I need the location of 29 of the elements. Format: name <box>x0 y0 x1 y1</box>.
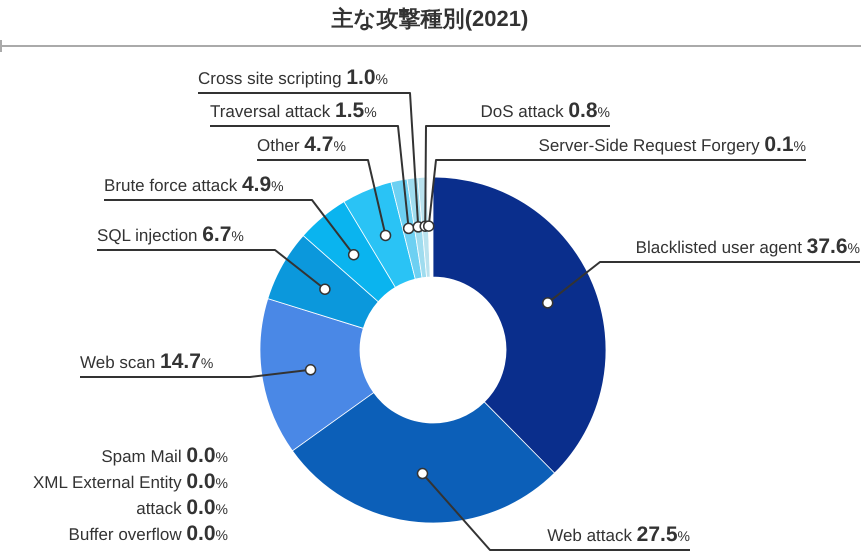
data-label: 4.9% <box>242 173 284 196</box>
text: 0.0% <box>186 470 228 493</box>
category-label: Spam Mail <box>101 447 182 466</box>
chart-title: 主な攻撃種別(2021) <box>330 6 528 31</box>
category-label: XML External Entity <box>32 473 182 492</box>
data-label: 4.7% <box>304 133 346 156</box>
data-label: 37.6% <box>806 235 860 258</box>
slice-label: Server-Side Request Forgery <box>538 136 764 155</box>
data-label: 27.5% <box>636 523 690 546</box>
slice-label: Web scan <box>80 353 160 372</box>
data-label: 6.7% <box>202 223 244 246</box>
text: 0.0% <box>186 496 228 519</box>
slice-label: Blacklisted user agent <box>636 238 807 257</box>
data-label: 14.7% <box>160 350 214 373</box>
text: 0.0% <box>186 444 228 467</box>
slice-label: DoS attack <box>480 102 568 121</box>
slice-label: Web attack <box>547 526 637 545</box>
data-label: 1.0% <box>346 66 388 89</box>
category-label: Buffer overflow <box>68 525 182 544</box>
data-label: 0.1% <box>764 133 806 156</box>
slice-label: Cross site scripting <box>198 69 346 88</box>
slice-label: Other <box>257 136 304 155</box>
data-label: 0.8% <box>568 99 610 122</box>
slice-label: Brute force attack <box>104 176 242 195</box>
text: 0.0% <box>186 522 228 545</box>
slice-label: Traversal attack <box>210 102 336 121</box>
slice-label: SQL injection <box>97 226 202 245</box>
category-label: attack <box>136 499 182 518</box>
data-label: 1.5% <box>335 99 377 122</box>
